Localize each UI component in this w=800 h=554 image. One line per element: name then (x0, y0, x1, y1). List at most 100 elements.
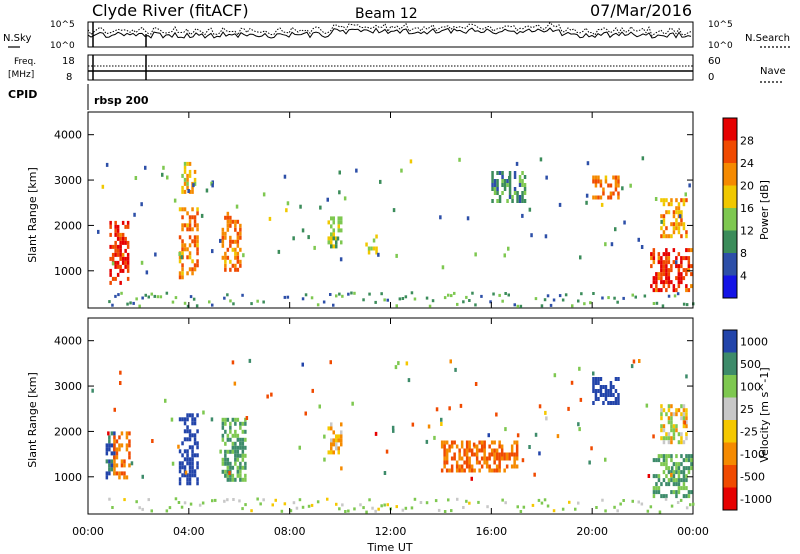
echo-cell (665, 248, 668, 253)
echo-cell (604, 397, 608, 401)
echo-cell (231, 465, 235, 470)
echo-cell (638, 359, 641, 363)
echo-cell (491, 183, 494, 187)
echo-cell (607, 389, 610, 393)
echo-cell (672, 482, 676, 487)
echo-cell (652, 302, 656, 305)
echo-cell (490, 440, 494, 445)
echo-cell (468, 456, 471, 461)
echo-cell (445, 456, 449, 461)
echo-cell (690, 466, 693, 471)
echo-cell (556, 434, 560, 439)
echo-cell (245, 416, 249, 420)
echo-cell (119, 244, 122, 249)
echo-cell (516, 433, 520, 438)
echo-cell (652, 276, 656, 281)
echo-cell (183, 301, 187, 305)
echo-cell (335, 294, 338, 298)
colorbar-segment (723, 397, 737, 420)
echo-cell (377, 252, 380, 257)
echo-cell (665, 436, 668, 441)
colorbar-segment (723, 420, 737, 443)
echo-cell (121, 232, 125, 237)
echo-cell (470, 464, 474, 469)
echo-cell (595, 506, 598, 509)
echo-cell (682, 256, 686, 261)
echo-cell (495, 456, 499, 461)
echo-cell (337, 434, 340, 439)
echo-cell (440, 444, 444, 449)
echo-cell (441, 265, 445, 270)
echo-cell (463, 460, 466, 465)
echo-cell (332, 216, 335, 221)
echo-cell (109, 224, 112, 229)
echo-cell (299, 204, 302, 209)
echo-cell (662, 424, 666, 429)
echo-cell (371, 506, 374, 510)
echo-cell (119, 268, 122, 273)
echo-cell (111, 261, 115, 266)
echo-cell (677, 408, 681, 413)
echo-cell (687, 268, 691, 273)
echo-cell (178, 271, 182, 276)
echo-cell (682, 424, 686, 429)
echo-cell (652, 256, 656, 261)
echo-cell (513, 460, 516, 465)
echo-cell (226, 211, 230, 216)
echo-cell (108, 443, 111, 448)
echo-cell (188, 267, 192, 272)
echo-cell (498, 456, 501, 461)
echo-cell (503, 179, 507, 183)
echo-cell (677, 230, 681, 235)
echo-cell (234, 227, 237, 232)
echo-cell (241, 429, 245, 434)
echo-cell (599, 183, 603, 188)
echo-cell (680, 276, 683, 281)
echo-cell (234, 421, 237, 426)
echo-cell (283, 502, 287, 506)
colorbar-segment (723, 465, 737, 488)
echo-cell (121, 252, 125, 257)
echo-cell (181, 453, 184, 458)
echo-cell (677, 432, 681, 437)
echo-cell (489, 300, 492, 304)
colorbar-tick-label: 500 (740, 358, 761, 371)
echo-cell (498, 195, 502, 199)
echo-cell (367, 246, 371, 251)
echo-cell (274, 498, 277, 502)
echo-cell (664, 497, 668, 501)
echo-cell (234, 255, 237, 260)
echo-cell (226, 465, 230, 470)
echo-cell (662, 234, 666, 239)
colorbar-tick-label: 28 (740, 135, 754, 148)
echo-cell (675, 288, 678, 293)
echo-cell (594, 195, 598, 200)
echo-cell (443, 444, 446, 449)
echo-cell (337, 450, 340, 455)
echo-cell (178, 469, 182, 474)
echo-cell (491, 187, 494, 191)
echo-cell (221, 417, 225, 422)
echo-cell (115, 471, 119, 476)
echo-cell (657, 490, 661, 495)
echo-cell (690, 264, 693, 269)
echo-cell (458, 157, 461, 162)
echo-cell (617, 191, 620, 196)
echo-cell (496, 171, 499, 175)
echo-cell (682, 202, 686, 207)
echo-cell (191, 227, 194, 232)
echo-cell (183, 247, 187, 252)
echo-cell (667, 210, 671, 215)
echo-cell (545, 416, 548, 421)
echo-cell (235, 204, 239, 209)
echo-cell (226, 293, 229, 297)
echo-cell (685, 474, 688, 479)
echo-cell (115, 463, 119, 468)
echo-cell (428, 304, 432, 308)
echo-cell (670, 454, 673, 459)
echo-cell (229, 259, 232, 264)
echo-cell (670, 404, 673, 409)
echo-cell (660, 416, 663, 421)
echo-cell (170, 417, 174, 422)
